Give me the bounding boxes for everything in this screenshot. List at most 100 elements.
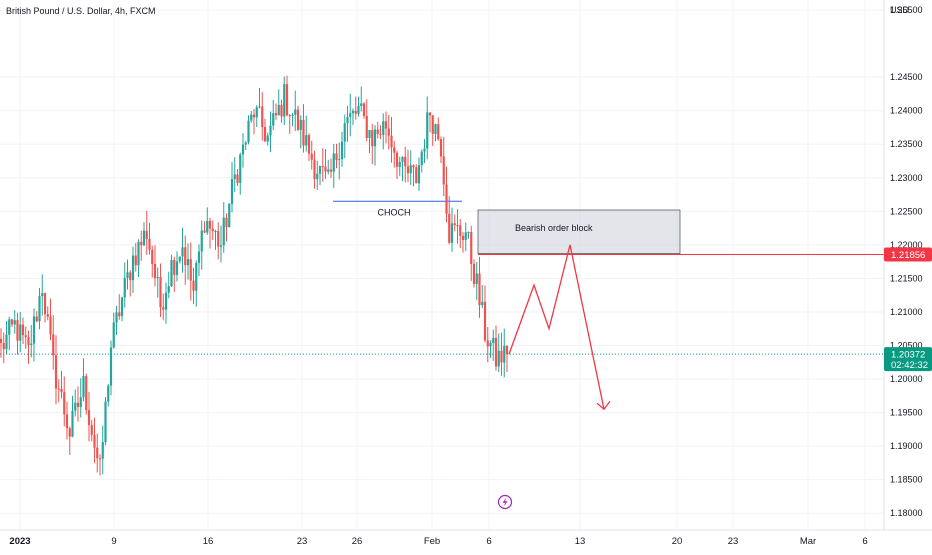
candle [65,401,69,440]
currency-label[interactable]: USD [890,5,910,15]
candle [43,292,47,323]
candle [349,93,352,137]
candle [60,370,63,399]
candle [195,260,198,307]
candle [170,254,173,288]
candle [461,232,465,253]
choch-label: CHOCH [378,207,411,217]
candle [470,225,473,281]
candle [181,227,184,273]
candle [63,376,66,427]
x-tick-label: 23 [728,536,739,547]
candle [351,108,355,126]
x-tick-label: Feb [424,536,440,547]
candle [252,108,256,135]
candle [189,242,192,301]
candle [340,131,344,167]
candle [503,328,506,378]
candle [208,217,212,249]
order-block-zone [477,209,681,254]
candle [475,262,478,301]
candle [426,96,429,160]
candle [32,308,36,362]
candle [285,75,289,117]
candle [19,311,22,353]
time-axis[interactable]: 2023 9 16 23 26 Feb 6 13 20 23 Mar 6 [9,536,867,547]
candle [492,329,495,361]
candle [186,243,190,280]
candle [98,454,102,476]
candle [277,89,280,116]
candle [283,76,286,125]
candle [236,169,239,186]
candle [52,315,55,370]
candle [376,121,379,139]
y-tick-label: 1.25500 [890,5,923,15]
candle [200,220,203,270]
candle [225,213,228,242]
candle [35,311,38,323]
svg-text:1.21856: 1.21856 [891,250,925,261]
candle [360,86,363,112]
candle [118,294,121,320]
candle [230,161,234,213]
candle [316,160,319,190]
candle [129,270,132,297]
projection-arrowhead [596,400,611,411]
resistance-price-tag: 1.21856 [884,247,932,262]
candle [423,139,426,164]
x-tick-label: 2023 [9,536,30,547]
candle [250,111,253,123]
candle [164,282,168,324]
candle [184,235,187,285]
candle [332,144,335,188]
candle [302,104,305,153]
x-tick-label: 13 [575,536,586,547]
candle [120,296,124,322]
candle [406,149,410,183]
candle [393,141,396,168]
y-tick-label: 1.20000 [890,374,923,384]
candle [107,383,110,407]
candle [382,113,385,150]
candle [76,386,80,422]
projection-path[interactable] [508,244,605,410]
candle [288,114,291,134]
x-tick-label: Mar [800,536,816,547]
candle [123,262,126,308]
candle [327,159,330,175]
candle [101,425,104,475]
candle [357,96,360,117]
y-tick-label: 1.18000 [890,508,923,518]
price-axis[interactable]: 1.25500 1.24500 1.24000 1.23500 1.23000 1.225… [890,5,923,518]
candle [244,140,247,151]
candle [412,164,415,187]
candle [197,244,201,277]
candle [156,267,159,298]
candle [269,111,272,152]
x-tick-label: 16 [203,536,214,547]
candle [142,222,146,247]
candle [24,326,27,349]
candle [464,222,467,252]
candle [437,117,440,141]
candle [395,150,399,180]
candle [335,143,338,169]
candle [5,321,8,355]
candle [442,136,445,197]
candle [321,148,324,182]
y-tick-label: 1.24500 [890,72,923,82]
candle [167,271,170,299]
svg-text:1.20372: 1.20372 [891,350,925,361]
candle [261,92,264,141]
candle [472,259,476,288]
candle [379,125,382,140]
candle [228,202,231,228]
lightning-icon[interactable] [497,494,513,510]
symbol-title[interactable]: British Pound / U.S. Dollar, 4h, FXCM [6,6,156,16]
candle [481,284,484,309]
x-tick-label: 23 [297,536,308,547]
candle [162,293,165,321]
